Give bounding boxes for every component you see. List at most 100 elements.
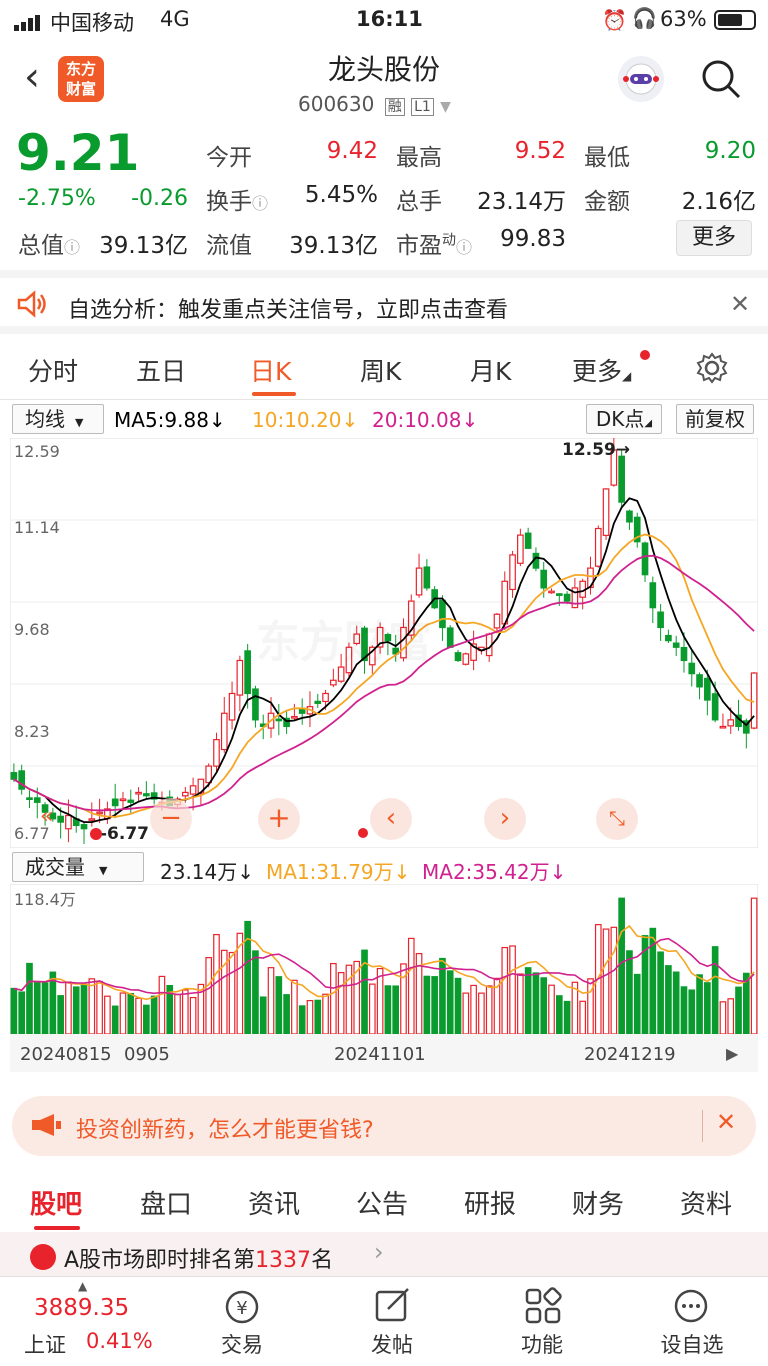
more-button[interactable]: 更多 xyxy=(676,220,752,256)
tab-monthly-k[interactable]: 月K xyxy=(470,357,512,386)
trade-icon[interactable]: ¥ xyxy=(222,1287,262,1331)
app-logo: 东方 财富 xyxy=(58,56,104,102)
turnover-value: 5.45% xyxy=(304,182,378,208)
candle-body xyxy=(322,692,329,703)
close-icon[interactable]: ✕ xyxy=(730,290,751,318)
volume-chart[interactable]: 成交量 ▼ 23.14万↓ MA1:31.79万↓ MA2:35.42万↓ 118… xyxy=(0,850,768,1080)
candle-body xyxy=(236,659,244,696)
index-pct: 0.41% xyxy=(86,1329,153,1353)
candle-body xyxy=(610,449,618,486)
volume-bar xyxy=(314,999,322,1034)
dropdown-icon: ▼ xyxy=(75,416,84,429)
volume-bar xyxy=(353,960,361,1034)
tab-orderbook[interactable]: 盘口 xyxy=(140,1190,193,1220)
change-percent: -2.75% xyxy=(18,186,96,211)
candle-body xyxy=(727,719,735,727)
volume-bar xyxy=(337,972,345,1034)
candle-body xyxy=(571,587,579,609)
post-icon[interactable] xyxy=(374,1287,412,1329)
volume-bar xyxy=(524,967,532,1034)
volume-bar xyxy=(439,957,446,1034)
tab-announcements[interactable]: 公告 xyxy=(356,1190,409,1220)
volume-plot[interactable] xyxy=(10,884,758,1034)
open-value: 9.42 xyxy=(326,138,378,164)
rank-bar[interactable]: A股市场即时排名第1337名 › xyxy=(0,1232,768,1276)
close-icon[interactable]: ✕ xyxy=(716,1108,737,1136)
volume-bar xyxy=(252,950,259,1034)
candle-body xyxy=(228,692,236,721)
stock-code: 600630 xyxy=(298,92,375,116)
tab-forum[interactable]: 股吧 xyxy=(30,1190,83,1220)
signal-banner[interactable]: 自选分析：触发重点关注信号，立即点击查看 ✕ xyxy=(0,270,768,334)
indicator-select[interactable]: 均线 ▼ xyxy=(12,404,104,434)
volume-bar xyxy=(41,982,49,1034)
info-icon[interactable]: ⓘ xyxy=(456,238,473,257)
candle-body xyxy=(618,455,625,503)
zoom-in-icon[interactable]: + xyxy=(258,798,300,840)
volume-bar xyxy=(462,992,470,1034)
candle-body xyxy=(626,510,633,523)
play-right-icon[interactable]: ▶ xyxy=(726,1044,739,1063)
volume-bar xyxy=(587,978,594,1034)
active-subtab-underline xyxy=(34,1226,80,1230)
candle-body xyxy=(672,642,680,648)
tab-more[interactable]: 更多◢ xyxy=(572,357,632,386)
volume-bar xyxy=(135,997,142,1034)
volume-bar xyxy=(454,977,462,1034)
stock-title[interactable]: 龙头股份 xyxy=(327,53,440,86)
ma20-legend: 20:10.08↓ xyxy=(372,408,479,432)
info-icon[interactable]: ⓘ xyxy=(64,238,81,257)
stock-subtitle[interactable]: 600630 融 L1 ▼ xyxy=(298,92,451,116)
volume-indicator-select[interactable]: 成交量 ▼ xyxy=(12,852,144,882)
tab-weekly-k[interactable]: 周K xyxy=(360,357,402,386)
tab-news[interactable]: 资讯 xyxy=(248,1190,301,1220)
amount-label: 金额 xyxy=(584,189,630,215)
banner-text: 自选分析：触发重点关注信号，立即点击查看 xyxy=(68,298,509,323)
volume-bar xyxy=(735,986,742,1034)
candle-body xyxy=(711,693,719,721)
settings-gear-icon[interactable] xyxy=(696,352,728,388)
volume-bar xyxy=(478,992,485,1034)
tab-intraday[interactable]: 分时 xyxy=(28,357,79,386)
index-value[interactable]: 3889.35 xyxy=(34,1295,130,1321)
ad-banner[interactable]: 投资创新药，怎么才能更省钱? ✕ xyxy=(12,1096,756,1156)
date-label-2: 0905 xyxy=(124,1044,170,1065)
volume-bar xyxy=(750,897,758,1034)
candle-body xyxy=(501,580,509,625)
volume-bar xyxy=(610,926,618,1034)
candle-body xyxy=(135,791,142,795)
fullscreen-icon[interactable]: ⤡ xyxy=(596,798,638,840)
robot-assistant-icon[interactable] xyxy=(618,56,664,102)
margin-tag: 融 xyxy=(384,98,405,116)
tab-five-day[interactable]: 五日 xyxy=(136,357,187,386)
volume-bar xyxy=(306,999,314,1034)
dk-point-button[interactable]: DK点◢ xyxy=(586,404,662,434)
scroll-left-icon[interactable]: ‹ xyxy=(370,798,412,840)
candle-body xyxy=(220,712,228,751)
search-icon[interactable] xyxy=(700,58,742,104)
candle-body xyxy=(10,772,18,780)
scroll-right-icon[interactable]: › xyxy=(484,798,526,840)
bottom-item-post[interactable]: 发帖 xyxy=(371,1333,413,1357)
bottom-item-functions[interactable]: 功能 xyxy=(521,1333,563,1357)
tab-daily-k[interactable]: 日K xyxy=(250,357,292,386)
info-icon[interactable]: ⓘ xyxy=(252,194,269,213)
bottom-item-trade[interactable]: 交易 xyxy=(221,1333,263,1357)
kline-plot[interactable] xyxy=(10,438,758,848)
add-watchlist-icon[interactable] xyxy=(672,1287,710,1329)
zoom-out-icon[interactable]: − xyxy=(150,798,192,840)
tab-finance[interactable]: 财务 xyxy=(572,1190,625,1220)
collapse-left-icon[interactable]: « xyxy=(40,804,54,829)
adjust-price-button[interactable]: 前复权 xyxy=(676,404,754,434)
functions-icon[interactable] xyxy=(524,1287,562,1329)
vol-ma1-legend: MA1:31.79万↓ xyxy=(266,860,411,884)
tab-profile[interactable]: 资料 xyxy=(680,1190,733,1220)
tab-research[interactable]: 研报 xyxy=(464,1190,517,1220)
high-value: 9.52 xyxy=(514,138,566,164)
bottom-item-watchlist[interactable]: 设自选 xyxy=(660,1333,724,1357)
pe-label: 市盈动ⓘ xyxy=(396,232,473,259)
kline-chart[interactable]: 均线 ▼ MA5:9.88↓ 10:10.20↓ 20:10.08↓ DK点◢ 前… xyxy=(0,400,768,850)
back-icon[interactable]: ‹ xyxy=(24,54,40,100)
volume-bar xyxy=(485,985,493,1034)
volume-bar xyxy=(111,1005,119,1034)
